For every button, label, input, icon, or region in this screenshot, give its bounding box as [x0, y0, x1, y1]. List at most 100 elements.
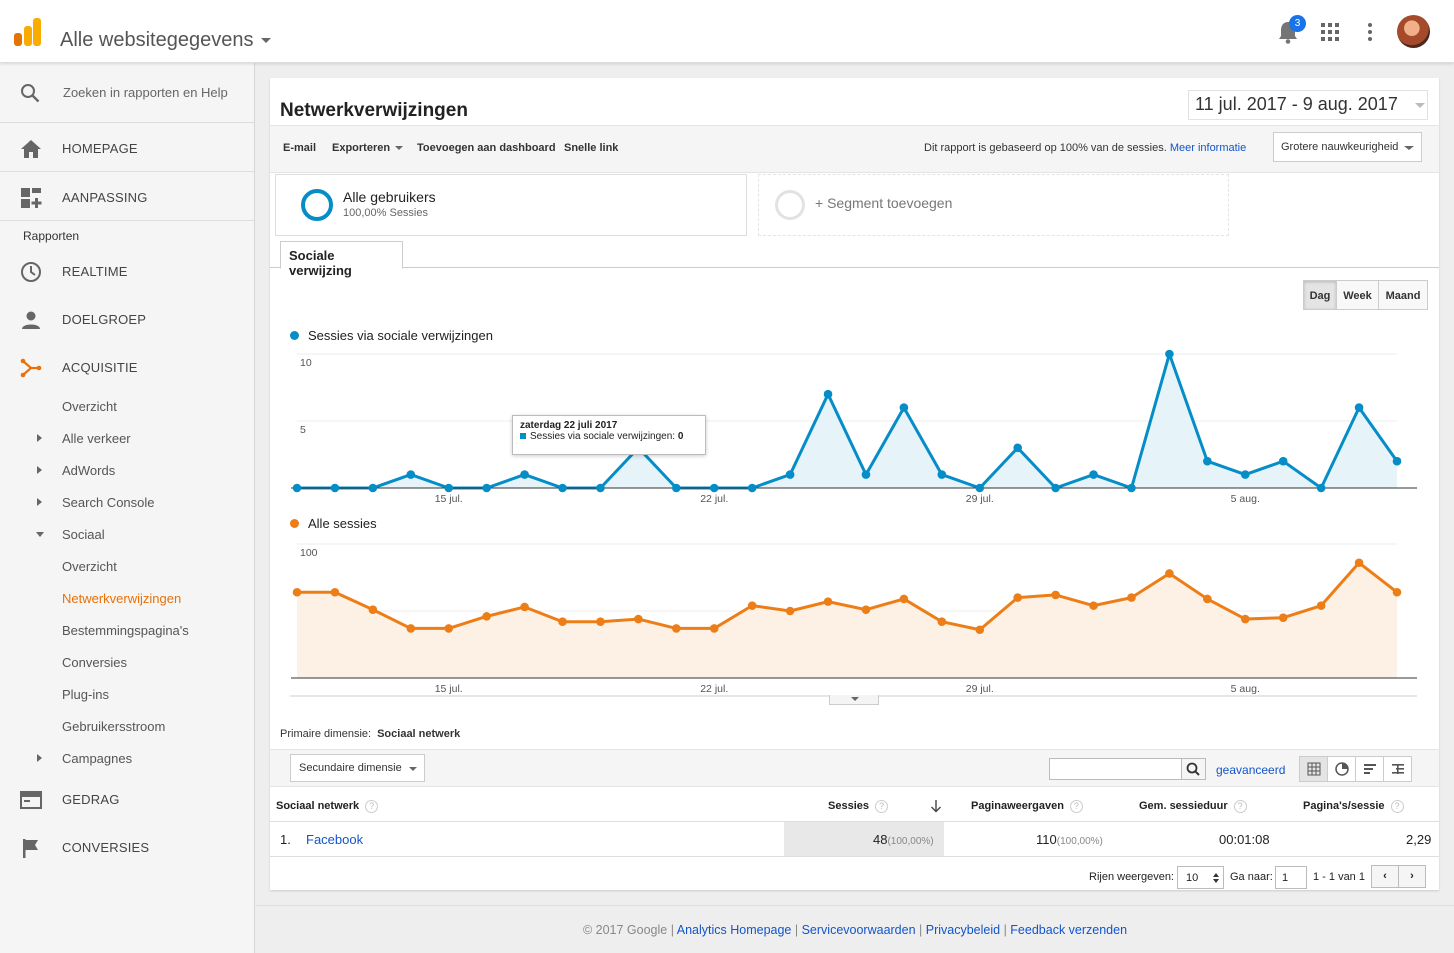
row-pages-per-session: 2,29	[1406, 832, 1432, 847]
nav-sociaal-conversies[interactable]: Conversies	[62, 655, 128, 670]
secondary-dimension-dropdown[interactable]: Secundaire dimensie	[290, 754, 425, 782]
nav-realtime[interactable]: REALTIME	[0, 247, 254, 295]
col-header-duration[interactable]: Gem. sessieduur?	[1139, 800, 1247, 813]
view-pie-button[interactable]	[1328, 757, 1356, 781]
sort-descending-arrow-icon[interactable]	[930, 799, 942, 813]
precision-dropdown[interactable]: Grotere nauwkeurigheid	[1273, 132, 1422, 162]
nav-acquisitie[interactable]: ACQUISITIE	[0, 343, 254, 391]
nav-gebruikersstroom[interactable]: Gebruikersstroom	[62, 719, 166, 734]
expand-right-icon[interactable]	[37, 434, 42, 442]
add-to-dashboard-button[interactable]: Toevoegen aan dashboard	[417, 142, 556, 154]
user-avatar[interactable]	[1397, 15, 1430, 48]
nav-realtime-label: REALTIME	[62, 264, 128, 279]
col-header-duration-label: Gem. sessieduur	[1139, 800, 1228, 812]
chevron-down-icon	[261, 38, 272, 44]
nav-bestemmingspaginas[interactable]: Bestemmingspagina's	[62, 623, 189, 638]
nav-gedrag[interactable]: GEDRAG	[0, 775, 254, 823]
period-day-button[interactable]: Dag	[1303, 280, 1337, 310]
add-segment-button[interactable]: + Segment toevoegen	[758, 174, 1229, 236]
property-selector[interactable]: Alle websitegegevens	[60, 29, 272, 52]
rows-per-page-value: 10	[1186, 872, 1199, 884]
expand-right-icon[interactable]	[37, 466, 42, 474]
sidebar-search[interactable]: Zoeken in rapporten en Help	[0, 63, 254, 123]
view-pivot-button[interactable]	[1384, 757, 1412, 781]
footer: © 2017 Google | Analytics Homepage | Ser…	[256, 905, 1454, 953]
help-icon[interactable]: ?	[1069, 800, 1083, 813]
more-options-icon[interactable]	[1367, 22, 1373, 42]
search-input[interactable]: Zoeken in rapporten en Help	[63, 85, 228, 100]
data-point	[975, 625, 985, 635]
nav-campagnes[interactable]: Campagnes	[62, 751, 133, 766]
tooltip-label: Sessies via sociale verwijzingen:	[530, 431, 676, 442]
nav-homepage[interactable]: HOMEPAGE	[0, 124, 254, 172]
series-line	[297, 561, 1398, 632]
nav-sociaal[interactable]: Sociaal	[62, 527, 105, 542]
data-point	[444, 483, 454, 493]
nav-conversies[interactable]: CONVERSIES	[0, 823, 254, 871]
col-header-sessions[interactable]: Sessies?	[828, 800, 888, 813]
expand-right-icon[interactable]	[37, 498, 42, 506]
help-icon[interactable]: ?	[365, 800, 379, 813]
col-header-network[interactable]: Sociaal netwerk?	[276, 800, 379, 813]
quick-link-button[interactable]: Snelle link	[564, 142, 619, 154]
table-grid-icon	[1307, 762, 1321, 776]
row-sessions: 48(100,00%)	[873, 832, 934, 847]
chart1-legend: Sessies via sociale verwijzingen	[290, 328, 493, 343]
col-header-pageviews-label: Paginaweergaven	[971, 800, 1064, 812]
data-point	[368, 605, 378, 614]
all-sessions-chart[interactable]: 1005015 jul.22 jul.29 jul.5 aug.	[270, 528, 1439, 698]
next-page-button[interactable]: ›	[1398, 865, 1426, 888]
col-header-pages-per-session[interactable]: Pagina's/sessie?	[1303, 800, 1404, 813]
row-network-link[interactable]: Facebook	[306, 832, 364, 847]
footer-link-feedback[interactable]: Feedback verzenden	[1010, 923, 1128, 937]
segment-all-users[interactable]: Alle gebruikers 100,00% Sessies	[275, 174, 747, 236]
col-header-pageviews[interactable]: Paginaweergaven?	[971, 800, 1083, 813]
nav-doelgroep[interactable]: DOELGROEP	[0, 295, 254, 343]
analytics-logo-icon[interactable]	[14, 18, 42, 46]
primary-dimension-value[interactable]: Sociaal netwerk	[377, 728, 461, 740]
nav-alle-verkeer[interactable]: Alle verkeer	[62, 431, 131, 446]
data-point	[937, 470, 947, 479]
apps-grid-icon[interactable]	[1321, 23, 1339, 41]
chart-collapse-toggle[interactable]	[829, 695, 879, 705]
period-week-button[interactable]: Week	[1336, 280, 1379, 310]
footer-link-terms[interactable]: Servicevoorwaarden	[801, 923, 916, 937]
footer-link-homepage[interactable]: Analytics Homepage	[676, 923, 792, 937]
nav-plug-ins[interactable]: Plug-ins	[62, 687, 109, 702]
rows-per-page-select[interactable]: 10	[1177, 866, 1224, 889]
segment-sub: 100,00% Sessies	[343, 207, 428, 219]
email-button[interactable]: E-mail	[283, 142, 317, 154]
export-button[interactable]: Exporteren	[332, 142, 404, 154]
show-rows-label: Rijen weergeven:	[1089, 871, 1174, 883]
row-sessions-value: 48	[873, 832, 888, 847]
nav-adwords[interactable]: AdWords	[62, 463, 116, 478]
view-table-button[interactable]	[1300, 757, 1328, 781]
data-point	[558, 483, 567, 493]
help-icon[interactable]: ?	[1233, 800, 1247, 813]
goto-page-input[interactable]: 1	[1275, 866, 1307, 889]
nav-netwerkverwijzingen[interactable]: Netwerkverwijzingen	[62, 591, 182, 606]
advanced-filter-link[interactable]: geavanceerd	[1216, 763, 1286, 777]
table-search-button[interactable]	[1181, 758, 1206, 780]
prev-page-button[interactable]: ‹	[1371, 865, 1399, 888]
period-month-button[interactable]: Maand	[1378, 280, 1428, 310]
date-range-picker[interactable]: 11 jul. 2017 - 9 aug. 2017	[1188, 90, 1428, 120]
nav-acq-overzicht[interactable]: Overzicht	[62, 399, 117, 414]
help-icon[interactable]: ?	[874, 800, 888, 813]
collapse-down-icon[interactable]	[36, 532, 44, 537]
col-header-pages-label: Pagina's/sessie	[1303, 800, 1385, 812]
expand-right-icon[interactable]	[37, 754, 42, 762]
tab-sociale-verwijzing[interactable]: Sociale verwijzing	[280, 241, 403, 278]
tab-underline	[270, 267, 1439, 268]
footer-link-privacy[interactable]: Privacybeleid	[925, 923, 1001, 937]
table-search-input[interactable]	[1049, 758, 1182, 780]
help-icon[interactable]: ?	[1390, 800, 1404, 813]
date-range-text: 11 jul. 2017 - 9 aug. 2017	[1195, 94, 1398, 114]
view-performance-button[interactable]	[1356, 757, 1384, 781]
more-info-link[interactable]: Meer informatie	[1169, 142, 1247, 154]
social-sessions-chart[interactable]: 10 5 15 jul. 22 jul. 29 jul. 5 aug.	[270, 338, 1439, 508]
sorted-column-highlight	[784, 822, 944, 856]
nav-search-console[interactable]: Search Console	[62, 495, 155, 510]
nav-aanpassing[interactable]: AANPASSING	[0, 173, 254, 221]
nav-sociaal-overzicht[interactable]: Overzicht	[62, 559, 117, 574]
